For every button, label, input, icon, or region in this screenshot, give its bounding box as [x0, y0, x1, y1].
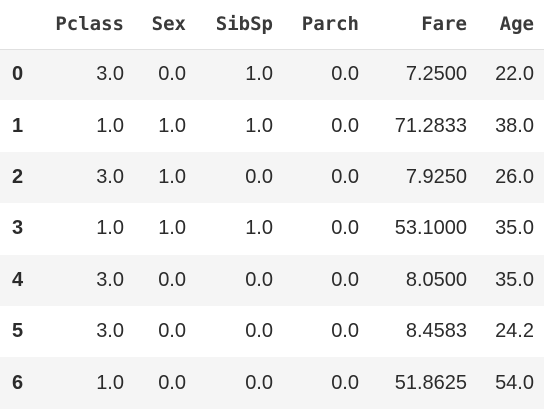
cell-sex: 1.0: [134, 203, 196, 255]
cell-pclass: 1.0: [42, 100, 134, 152]
cell-age: 35.0: [477, 203, 544, 255]
cell-sibsp: 0.0: [196, 305, 283, 358]
cell-sibsp: 1.0: [196, 203, 283, 255]
cell-sex: 0.0: [134, 305, 196, 358]
cell-sex: 1.0: [134, 151, 196, 204]
header-row: Pclass Sex SibSp Parch Fare Age: [0, 0, 544, 50]
cell-parch: 0.0: [283, 151, 369, 204]
cell-pclass: 1.0: [42, 357, 134, 409]
cell-age: 24.2: [477, 305, 544, 358]
cell-pclass: 3.0: [42, 305, 134, 358]
cell-sibsp: 0.0: [196, 357, 283, 409]
table-row: 4 3.0 0.0 0.0 0.0 8.0500 35.0: [0, 254, 544, 306]
cell-sibsp: 0.0: [196, 254, 283, 306]
cell-sibsp: 0.0: [196, 151, 283, 204]
cell-fare: 7.2500: [369, 49, 477, 101]
cell-pclass: 1.0: [42, 203, 134, 255]
cell-parch: 0.0: [283, 254, 369, 306]
cell-age: 26.0: [477, 151, 544, 204]
column-header-parch: Parch: [283, 0, 369, 50]
cell-age: 35.0: [477, 254, 544, 306]
table-row: 0 3.0 0.0 1.0 0.0 7.2500 22.0: [0, 49, 544, 101]
cell-sibsp: 1.0: [196, 100, 283, 152]
cell-parch: 0.0: [283, 357, 369, 409]
cell-sex: 0.0: [134, 357, 196, 409]
cell-age: 22.0: [477, 49, 544, 101]
cell-pclass: 3.0: [42, 151, 134, 204]
cell-sex: 0.0: [134, 49, 196, 101]
cell-fare: 8.0500: [369, 254, 477, 306]
table-row: 1 1.0 1.0 1.0 0.0 71.2833 38.0: [0, 100, 544, 152]
cell-sibsp: 1.0: [196, 49, 283, 101]
table-body: 0 3.0 0.0 1.0 0.0 7.2500 22.0 1 1.0 1.0 …: [0, 49, 544, 409]
table-row: 5 3.0 0.0 0.0 0.0 8.4583 24.2: [0, 305, 544, 358]
cell-pclass: 3.0: [42, 49, 134, 101]
row-index: 2: [0, 151, 42, 204]
column-header-sex: Sex: [134, 0, 196, 50]
column-header-age: Age: [477, 0, 544, 50]
row-index: 3: [0, 203, 42, 255]
cell-parch: 0.0: [283, 100, 369, 152]
column-header-sibsp: SibSp: [196, 0, 283, 50]
cell-fare: 71.2833: [369, 100, 477, 152]
row-index: 1: [0, 100, 42, 152]
cell-fare: 53.1000: [369, 203, 477, 255]
table-row: 6 1.0 0.0 0.0 0.0 51.8625 54.0: [0, 357, 544, 409]
column-header-fare: Fare: [369, 0, 477, 50]
cell-fare: 7.9250: [369, 151, 477, 204]
row-index: 5: [0, 305, 42, 358]
cell-fare: 8.4583: [369, 305, 477, 358]
cell-parch: 0.0: [283, 49, 369, 101]
table-row: 2 3.0 1.0 0.0 0.0 7.9250 26.0: [0, 151, 544, 204]
cell-parch: 0.0: [283, 305, 369, 358]
cell-sex: 1.0: [134, 100, 196, 152]
table-header: Pclass Sex SibSp Parch Fare Age: [0, 0, 544, 50]
cell-parch: 0.0: [283, 203, 369, 255]
row-index: 4: [0, 254, 42, 306]
cell-sex: 0.0: [134, 254, 196, 306]
row-index: 0: [0, 49, 42, 101]
table-row: 3 1.0 1.0 1.0 0.0 53.1000 35.0: [0, 203, 544, 255]
cell-age: 38.0: [477, 100, 544, 152]
cell-fare: 51.8625: [369, 357, 477, 409]
cell-pclass: 3.0: [42, 254, 134, 306]
index-header: [0, 0, 42, 50]
cell-age: 54.0: [477, 357, 544, 409]
column-header-pclass: Pclass: [42, 0, 134, 50]
row-index: 6: [0, 357, 42, 409]
